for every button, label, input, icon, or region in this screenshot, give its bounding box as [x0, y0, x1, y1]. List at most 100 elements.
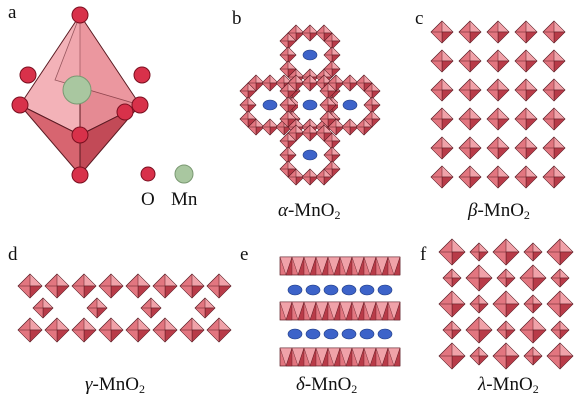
octahedron — [341, 118, 359, 136]
octahedron — [44, 317, 70, 343]
octahedron — [469, 294, 489, 314]
layer-slab — [279, 347, 401, 367]
octahedron — [542, 136, 566, 160]
octahedron — [550, 320, 570, 340]
octahedron — [523, 242, 543, 262]
cation — [305, 284, 321, 296]
octahedron — [71, 317, 97, 343]
octahedron — [279, 110, 297, 128]
octahedron — [458, 49, 482, 73]
octahedron — [492, 290, 520, 318]
caption-beta-mno2: β-MnO2 — [468, 200, 530, 222]
cation — [302, 99, 318, 111]
legend-markers — [140, 164, 194, 184]
octahedron — [239, 82, 257, 100]
octahedron — [514, 20, 538, 44]
caption-delta-mno2: δ-MnO2 — [296, 374, 358, 396]
octahedron — [458, 20, 482, 44]
octahedron — [430, 165, 454, 189]
octahedron — [341, 74, 359, 92]
octahedron — [319, 110, 337, 128]
octahedron — [519, 264, 547, 292]
octahedron — [179, 273, 205, 299]
octahedron — [458, 136, 482, 160]
octahedron — [469, 346, 489, 366]
cation — [342, 99, 358, 111]
octahedron — [514, 165, 538, 189]
cation — [377, 284, 393, 296]
legend-mn-marker — [174, 164, 194, 184]
octahedron — [279, 32, 297, 50]
cation — [302, 49, 318, 61]
octahedron — [261, 74, 279, 92]
octahedron — [301, 124, 319, 142]
cation — [341, 328, 357, 340]
octahedron — [486, 49, 510, 73]
caption-lambda-mno2: λ-MnO2 — [478, 374, 539, 396]
octahedron — [514, 78, 538, 102]
octahedron — [315, 24, 333, 42]
cation — [359, 284, 375, 296]
layer-slab — [279, 301, 401, 321]
cation — [262, 99, 278, 111]
octahedron — [279, 96, 297, 114]
octahedron — [492, 342, 520, 370]
octahedron — [140, 297, 162, 319]
octahedron — [71, 273, 97, 299]
octahedron — [323, 46, 341, 64]
octahedron — [492, 238, 520, 266]
octahedron — [363, 110, 381, 128]
oxygen-atoms — [11, 6, 151, 184]
octahedron — [546, 342, 574, 370]
panel-label-e: e — [240, 244, 249, 265]
octahedron — [465, 316, 493, 344]
octahedron — [430, 20, 454, 44]
cation — [287, 284, 303, 296]
layer-slab — [279, 256, 401, 276]
lambda-mno2-structure — [438, 238, 574, 370]
octahedron — [279, 146, 297, 164]
octahedron — [430, 49, 454, 73]
octahedron — [206, 273, 232, 299]
octahedron — [442, 268, 462, 288]
octahedron — [323, 146, 341, 164]
octahedron — [430, 136, 454, 160]
octahedron — [542, 78, 566, 102]
octahedron — [523, 346, 543, 366]
octahedron — [486, 165, 510, 189]
octahedron — [514, 107, 538, 131]
octahedron — [301, 24, 319, 42]
octahedron — [469, 242, 489, 262]
octahedron — [86, 297, 108, 319]
octahedron — [152, 317, 178, 343]
cation — [302, 149, 318, 161]
octahedron — [514, 136, 538, 160]
panel-label-c: c — [415, 8, 424, 29]
octahedron — [323, 132, 341, 150]
octahedron — [486, 78, 510, 102]
octahedron — [465, 264, 493, 292]
octahedron — [279, 60, 297, 78]
octahedron — [496, 320, 516, 340]
octahedron — [542, 49, 566, 73]
octahedron — [194, 297, 216, 319]
octahedron — [542, 20, 566, 44]
octahedron — [514, 49, 538, 73]
legend-mn-label: Mn — [171, 189, 198, 210]
octahedron — [438, 238, 466, 266]
octahedron — [125, 273, 151, 299]
mno6-octahedron — [11, 6, 151, 184]
gamma-mno2-structure — [17, 273, 232, 343]
octahedron — [179, 317, 205, 343]
mn-atom — [62, 75, 92, 105]
octahedron — [486, 107, 510, 131]
octahedron — [17, 273, 43, 299]
caption-alpha-mno2: α-MnO2 — [278, 200, 341, 222]
octahedron — [458, 78, 482, 102]
octahedron — [279, 46, 297, 64]
octahedron — [206, 317, 232, 343]
octahedron — [442, 320, 462, 340]
cation — [305, 328, 321, 340]
panel-label-d: d — [8, 244, 18, 265]
